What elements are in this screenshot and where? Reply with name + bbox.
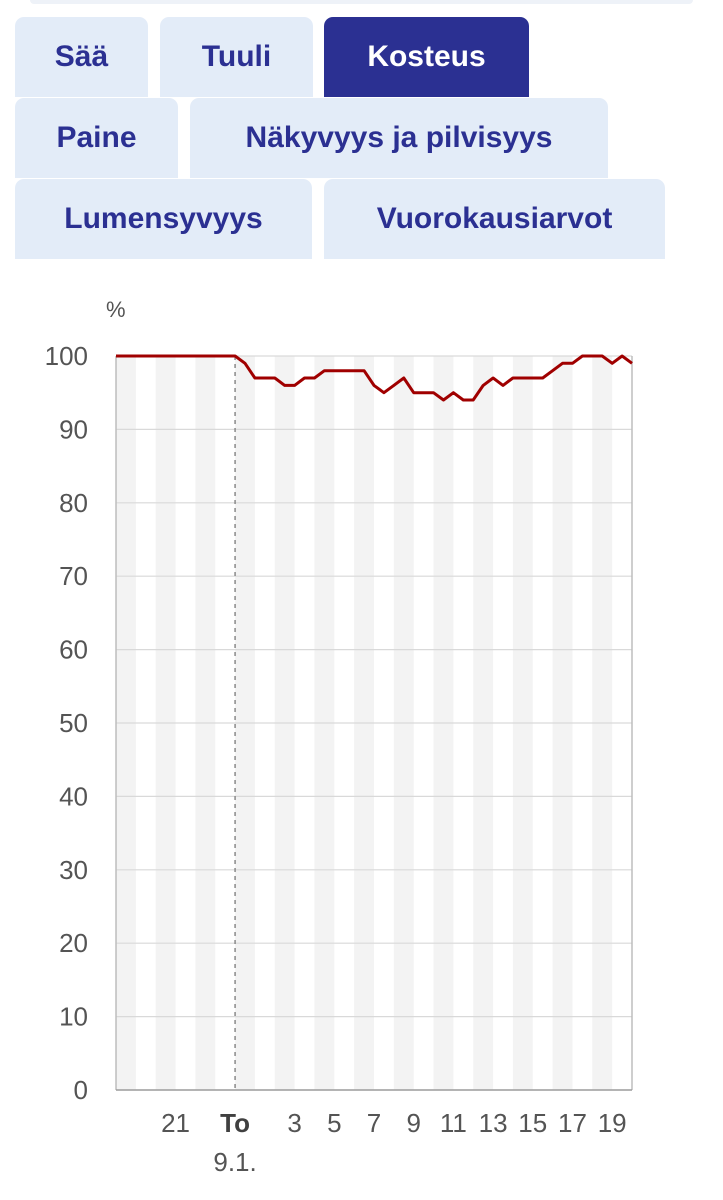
tab-label: Paine [56,121,137,154]
x-tick-label: 17 [558,1108,587,1138]
y-tick-label: 70 [59,561,88,591]
y-axis-unit-label: % [106,297,126,322]
y-tick-label: 100 [45,341,88,371]
x-tick-labels: 21 To 9.1. 3 5 7 9 11 13 15 17 19 [161,1108,627,1177]
y-tick-label: 0 [74,1075,88,1105]
y-tick-label: 60 [59,635,88,665]
tab-label: Kosteus [367,40,486,73]
x-tick-label: To [220,1108,250,1138]
x-tick-label: 9 [406,1108,420,1138]
tab-wind[interactable]: Tuuli [160,17,313,97]
tab-label: Tuuli [201,40,272,73]
tab-visibility-cloudiness[interactable]: Näkyvyys ja pilvisyys [190,98,608,178]
x-tick-label: 11 [440,1108,467,1138]
x-tick-label: 3 [287,1108,301,1138]
top-divider [30,0,693,4]
x-tick-date-label: 9.1. [213,1147,256,1177]
axes [115,356,633,1091]
x-tick-label: 7 [367,1108,381,1138]
tab-label: Lumensyvyys [64,202,263,235]
y-tick-label: 80 [59,488,88,518]
tab-humidity[interactable]: Kosteus [324,17,529,97]
x-tick-label: 5 [327,1108,341,1138]
y-tick-labels: 0 10 20 30 40 50 60 70 80 90 100 [45,341,88,1105]
y-tick-label: 50 [59,708,88,738]
x-tick-label: 19 [598,1108,627,1138]
tab-label: Näkyvyys ja pilvisyys [245,121,553,154]
tab-snow-depth[interactable]: Lumensyvyys [15,179,312,259]
humidity-chart: % 0 10 20 30 40 50 60 70 80 90 100 21 To 9.1. 3 5 7 9 11 1… [45,297,633,1177]
x-tick-label: 13 [479,1108,508,1138]
y-tick-label: 10 [59,1002,88,1032]
tab-pressure[interactable]: Paine [15,98,178,178]
tab-label: Sää [54,40,109,73]
y-tick-label: 90 [59,414,88,444]
tab-daily-values[interactable]: Vuorokausiarvot [324,179,665,259]
x-tick-label: 15 [518,1108,547,1138]
humidity-line [116,354,633,402]
y-tick-label: 40 [59,781,88,811]
y-tick-label: 20 [59,928,88,958]
tab-label: Vuorokausiarvot [376,202,613,235]
tab-weather[interactable]: Sää [15,17,148,97]
y-tick-label: 30 [59,855,88,885]
x-tick-label: 21 [161,1108,190,1138]
